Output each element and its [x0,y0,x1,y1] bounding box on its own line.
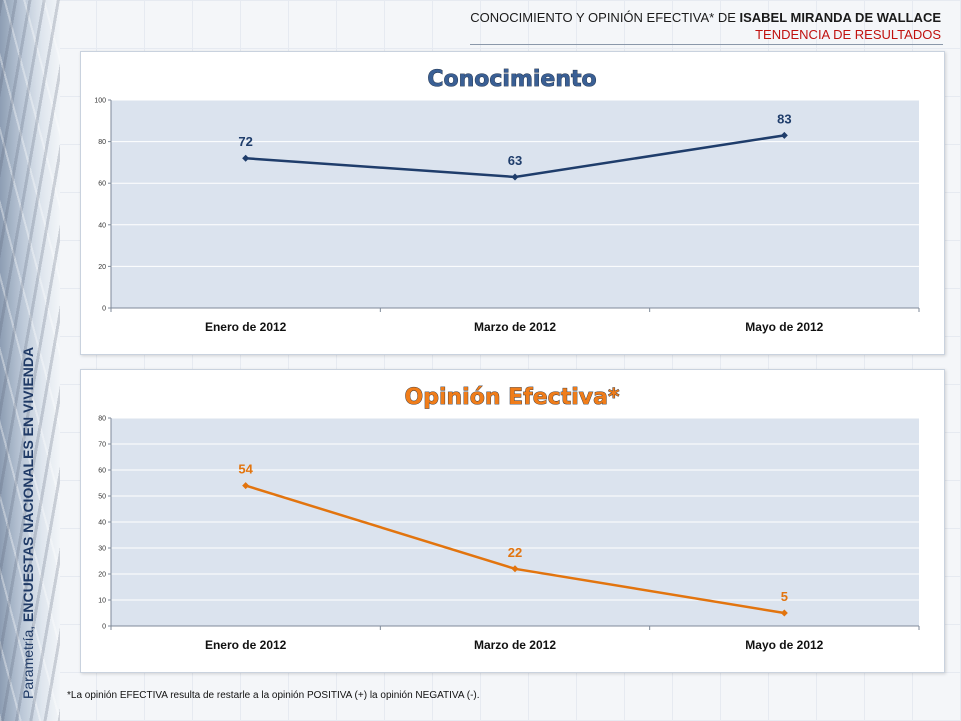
chart2-data-label: 5 [781,589,788,604]
chart2-data-point [242,482,250,490]
chart2-y-tick-label: 70 [98,442,106,449]
page-subtitle: TENDENCIA DE RESULTADOS [755,27,941,42]
chart2-y-tick-label: 60 [98,468,106,475]
page-title: CONOCIMIENTO Y OPINIÓN EFECTIVA* DE ISAB… [470,10,941,25]
chart1-y-tick-label: 60 [98,181,106,188]
chart2-data-label: 54 [238,462,253,477]
chart2-title: Opinión Efectiva* [405,385,620,410]
chart1-x-tick-label: Mayo de 2012 [745,320,823,334]
chart1-plot-area [111,100,919,308]
chart-conocimiento: Conocimiento 0 20 40 60 80 100 Enero de 2012 Mar… [94,67,920,334]
chart1-data-point [780,131,788,139]
chart2-y-tick-label: 10 [98,598,106,605]
side-title: ENCUESTAS NACIONALES EN VIVIENDA [20,346,36,622]
chart2-data-point [780,609,788,617]
chart2-x-tick-label: Enero de 2012 [205,638,287,652]
chart1-y-tick-label: 80 [98,139,106,146]
chart1-data-label: 72 [238,134,252,149]
chart-panel-conocimiento: Conocimiento 0 20 40 60 80 100 Enero de 2012 Mar… [80,51,945,355]
page-title-name: ISABEL MIRANDA DE WALLACE [739,10,942,25]
chart1-data-point [511,173,519,181]
chart1-title: Conocimiento [427,67,596,92]
chart-opinion-efectiva: Opinión Efectiva* 0 10 20 30 40 50 60 70 80 Enero … [98,385,920,652]
chart2-x-tick-label: Mayo de 2012 [745,638,823,652]
chart1-x-tick-label: Marzo de 2012 [474,320,556,334]
header-divider [470,44,943,45]
footnote: *La opinión EFECTIVA resulta de restarle… [67,690,480,701]
chart2-y-tick-label: 20 [98,572,106,579]
page-title-prefix: CONOCIMIENTO Y OPINIÓN EFECTIVA* DE [470,10,740,25]
chart1-data-point [242,154,250,162]
chart1-x-tick-label: Enero de 2012 [205,320,287,334]
chart2-y-tick-label: 80 [98,416,106,423]
chart1-y-tick-label: 20 [98,264,106,271]
chart2-x-tick-label: Marzo de 2012 [474,638,556,652]
chart2-data-label: 22 [508,545,522,560]
side-brand: Parametría, [20,621,36,699]
chart1-data-label: 83 [777,111,791,126]
chart2-data-point [511,565,519,573]
side-decoration [0,0,60,721]
chart1-data-label: 63 [508,153,522,168]
side-label: Parametría, ENCUESTAS NACIONALES EN VIVI… [20,347,36,699]
chart1-y-tick-label: 100 [94,98,106,105]
chart2-y-tick-label: 50 [98,494,106,501]
chart1-y-tick-label: 40 [98,222,106,229]
chart1-y-tick-label: 0 [102,306,106,313]
chart2-y-tick-label: 40 [98,520,106,527]
chart-panel-opinion-efectiva: Opinión Efectiva* 0 10 20 30 40 50 60 70 80 Enero … [80,369,945,673]
chart2-y-tick-label: 0 [102,624,106,631]
chart2-y-tick-label: 30 [98,546,106,553]
